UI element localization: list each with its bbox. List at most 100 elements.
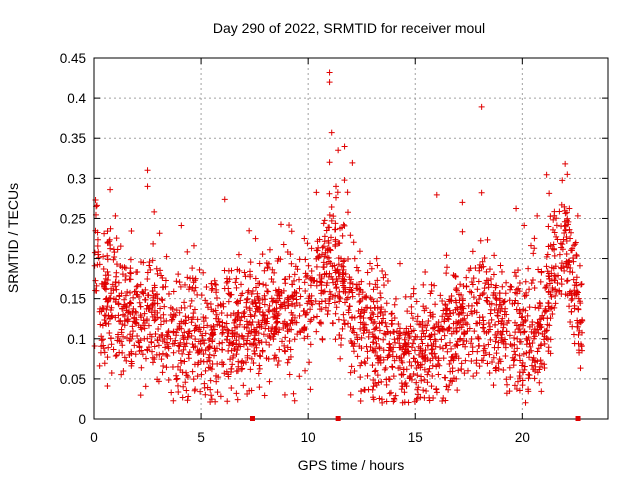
data-point [490,289,497,296]
data-point [571,340,578,347]
data-point [349,159,356,166]
data-point [173,307,180,314]
data-point [334,189,341,196]
data-point [486,266,493,273]
data-point [317,319,324,326]
data-point [348,363,355,370]
data-point [433,385,440,392]
data-point [356,248,363,255]
data-point [414,386,421,393]
data-point [232,279,239,286]
data-point [332,336,339,343]
data-point [443,264,450,271]
data-point [423,388,430,395]
x-tick-label: 0 [90,430,98,445]
data-point [149,288,156,295]
data-point [121,296,128,303]
data-point [337,225,344,232]
data-point [145,322,152,329]
data-point [356,298,363,305]
data-point [339,325,346,332]
data-point [404,308,411,315]
data-point [234,309,241,316]
data-point [543,253,550,260]
data-point [519,362,526,369]
data-point [466,288,473,295]
data-point [464,367,471,374]
data-point [569,295,576,302]
data-point [192,284,199,291]
data-point [325,307,332,314]
data-point [313,189,320,196]
data-point [440,307,447,314]
data-point [183,387,190,394]
data-point [531,245,538,252]
data-point [248,290,255,297]
data-point [233,341,240,348]
data-point [165,328,172,335]
data-point [383,398,390,405]
data-point [100,345,107,352]
data-point [321,253,328,260]
data-point [262,282,269,289]
data-point [502,352,509,359]
data-point [560,236,567,243]
data-point [194,291,201,298]
data-point [181,299,188,306]
data-point [450,375,457,382]
data-point [204,384,211,391]
data-point [415,343,422,350]
data-point [543,282,550,289]
data-point [467,340,474,347]
data-point [206,357,213,364]
data-point [245,321,252,328]
data-point [285,298,292,305]
data-point [562,210,569,217]
data-point [547,242,554,249]
data-point [386,390,393,397]
data-point [108,285,115,292]
data-point [504,381,511,388]
data-point [550,241,557,248]
data-point [225,330,232,337]
data-point [559,241,566,248]
data-point [190,279,197,286]
data-point [221,196,228,203]
data-point [484,236,491,243]
data-point [159,297,166,304]
data-point [421,351,428,358]
data-point [458,366,465,373]
data-point [327,247,334,254]
data-point [151,317,158,324]
data-point [412,358,419,365]
data-point [248,329,255,336]
data-point [397,330,404,337]
data-point [251,297,258,304]
data-point [168,389,175,396]
data-point [345,307,352,314]
data-point [182,320,189,327]
data-point [374,372,381,379]
data-point [252,341,259,348]
data-point [575,347,582,354]
data-point [191,361,198,368]
data-point [475,342,482,349]
data-point [447,368,454,375]
data-point [282,275,289,282]
data-point [395,321,402,328]
data-point [138,259,145,266]
data-point [570,242,577,249]
data-point [346,288,353,295]
data-point [208,280,215,287]
data-point [170,397,177,404]
data-point [100,265,107,272]
data-point [318,282,325,289]
data-point [106,236,113,243]
data-point [508,284,515,291]
data-point [368,265,375,272]
data-point [453,341,460,348]
data-point [522,316,529,323]
data-point [311,277,318,284]
data-point [159,369,166,376]
data-point [238,292,245,299]
